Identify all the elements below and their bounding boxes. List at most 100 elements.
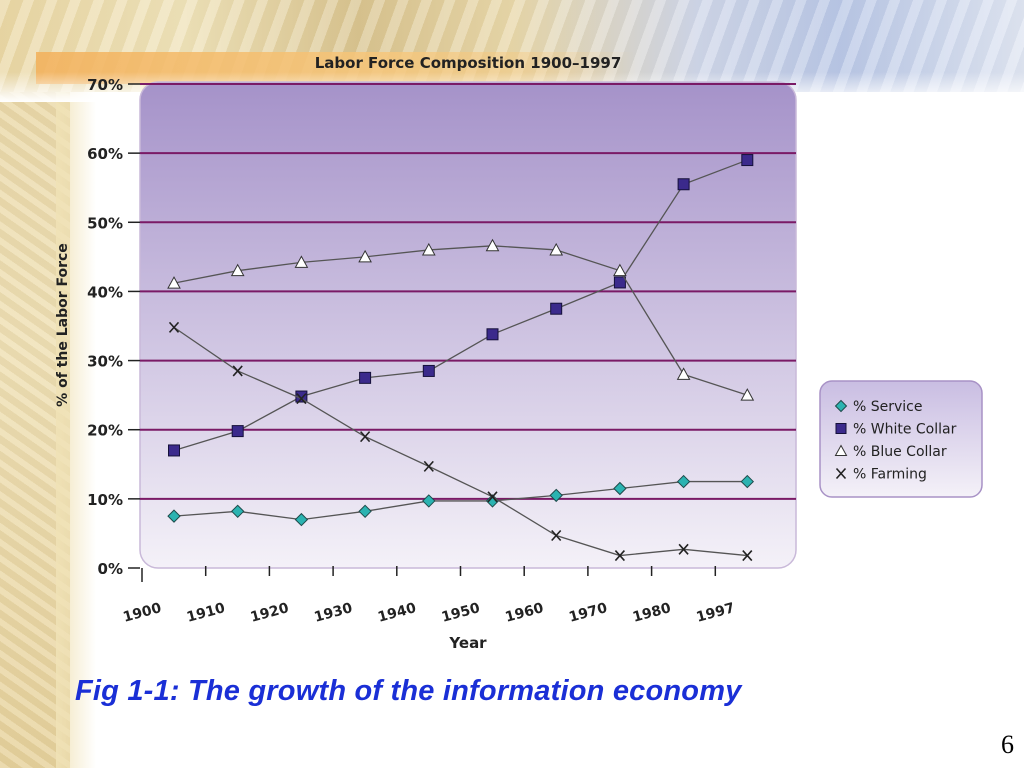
data-point-diamond xyxy=(834,399,848,413)
data-point-x xyxy=(835,467,847,480)
data-point-square xyxy=(741,154,754,167)
y-tick-label: 30% xyxy=(87,353,123,371)
data-point-square xyxy=(359,371,372,384)
x-tick-label: 1960 xyxy=(504,600,546,626)
legend-item: % White Collar xyxy=(835,422,957,438)
x-stroke xyxy=(232,365,243,377)
legend-label: % Service xyxy=(853,399,923,415)
x-stroke xyxy=(423,460,434,472)
x-stroke xyxy=(360,431,371,443)
y-tick-label: 0% xyxy=(98,560,123,578)
y-tick-label: 50% xyxy=(87,214,123,232)
y-tick-label: 20% xyxy=(87,422,123,440)
data-point-x xyxy=(551,529,562,542)
series-group xyxy=(167,154,755,562)
data-point-x xyxy=(232,365,243,377)
data-point-triangle xyxy=(740,388,755,401)
legend-label: % Farming xyxy=(853,467,927,483)
x-stroke xyxy=(678,543,689,555)
x-stroke xyxy=(551,529,562,542)
data-point-diamond xyxy=(676,474,691,489)
series-white-collar xyxy=(168,154,754,457)
x-tick-label: 1980 xyxy=(631,600,673,626)
legend: % Service % White Collar % Blue Collar % Fa… xyxy=(819,380,983,498)
parchment-fade xyxy=(56,0,96,768)
page-number: 6 xyxy=(1001,730,1014,759)
data-point-x xyxy=(296,393,307,405)
series-line xyxy=(173,326,748,557)
series-service xyxy=(167,474,755,527)
x-stroke xyxy=(168,321,180,333)
y-tick-label: 40% xyxy=(87,283,123,301)
series-line xyxy=(173,245,748,396)
data-point-square xyxy=(835,423,847,434)
data-point-diamond xyxy=(230,504,245,519)
y-tick-label: 10% xyxy=(87,491,123,509)
y-axis-label: % of the Labor Force xyxy=(55,243,71,407)
data-point-square xyxy=(613,276,626,289)
data-point-triangle xyxy=(230,263,245,277)
x-stroke xyxy=(296,393,307,405)
x-axis-label: Year xyxy=(448,634,487,652)
data-point-triangle xyxy=(613,263,627,277)
data-point-triangle xyxy=(358,249,372,263)
x-axis-ticks: 1900 1910 1920 1930 1940 1950 1960 1970 1980 1997 xyxy=(121,566,736,626)
series-blue-collar xyxy=(167,238,755,401)
y-axis-ticks: 0% 10% 20% 30% 40% 50% 60% 70% xyxy=(87,76,140,578)
x-stroke xyxy=(487,491,498,503)
data-point-square xyxy=(168,444,180,457)
figure-caption: Fig 1-1: The growth of the information e… xyxy=(75,675,742,707)
data-point-triangle xyxy=(485,238,500,252)
chart-title: Labor Force Composition 1900–1997 xyxy=(315,54,622,72)
x-stroke xyxy=(614,550,625,562)
data-point-diamond xyxy=(358,504,372,519)
series-line xyxy=(173,480,748,521)
data-point-diamond xyxy=(613,481,627,496)
data-point-square xyxy=(550,302,563,315)
data-point-triangle xyxy=(676,367,691,380)
data-point-diamond xyxy=(167,509,181,523)
data-point-diamond xyxy=(294,512,309,527)
legend-item: % Service xyxy=(834,399,923,415)
y-tick-label: 70% xyxy=(87,76,123,94)
x-stroke xyxy=(835,467,847,480)
data-point-square xyxy=(677,178,690,191)
x-stroke xyxy=(742,550,753,562)
legend-box xyxy=(819,380,983,498)
legend-item: % Farming xyxy=(835,467,927,483)
x-tick-label: 1950 xyxy=(440,600,482,626)
x-tick-label: 1940 xyxy=(376,600,418,626)
data-point-x xyxy=(423,460,434,472)
plot-area xyxy=(139,81,797,569)
data-point-triangle xyxy=(421,242,436,256)
data-point-triangle xyxy=(167,276,181,289)
x-tick-label: 1910 xyxy=(185,600,227,626)
data-point-diamond xyxy=(549,488,563,503)
gridlines xyxy=(140,83,796,500)
data-point-x xyxy=(614,550,625,562)
data-point-diamond xyxy=(740,474,755,489)
series-farming xyxy=(168,321,753,562)
x-tick-label: 1920 xyxy=(249,600,291,626)
data-point-x xyxy=(678,543,689,555)
data-point-x xyxy=(487,491,498,503)
data-point-square xyxy=(486,328,499,341)
data-point-triangle xyxy=(294,255,309,268)
legend-label: % Blue Collar xyxy=(853,444,947,460)
series-line xyxy=(173,159,748,452)
data-point-x xyxy=(168,321,180,333)
x-tick-label: 1970 xyxy=(567,600,609,626)
x-tick-label: 1997 xyxy=(695,600,737,626)
data-point-triangle xyxy=(834,444,848,456)
legend-item: % Blue Collar xyxy=(834,444,947,460)
data-point-x xyxy=(742,550,753,562)
y-tick-label: 60% xyxy=(87,145,123,163)
data-point-x xyxy=(360,431,371,443)
data-point-triangle xyxy=(549,242,564,256)
data-point-square xyxy=(422,364,435,377)
x-tick-label: 1930 xyxy=(312,600,354,626)
legend-label: % White Collar xyxy=(853,422,957,438)
x-tick-label: 1900 xyxy=(121,600,163,626)
data-point-diamond xyxy=(422,494,436,508)
